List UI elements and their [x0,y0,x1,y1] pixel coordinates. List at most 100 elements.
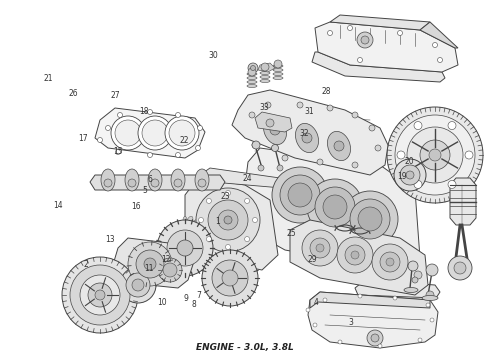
Circle shape [386,258,394,266]
Circle shape [347,26,352,31]
Circle shape [120,267,156,303]
Circle shape [282,155,288,161]
Circle shape [358,58,363,63]
Circle shape [174,179,182,187]
Circle shape [317,159,323,165]
Circle shape [375,145,381,151]
Ellipse shape [247,81,257,84]
Polygon shape [258,63,275,72]
Text: 31: 31 [305,107,315,116]
Circle shape [323,195,347,219]
Text: 1: 1 [216,217,220,226]
Circle shape [412,277,418,283]
Text: 30: 30 [208,51,218,60]
Circle shape [302,133,312,143]
Circle shape [218,210,238,230]
Circle shape [302,230,338,266]
Ellipse shape [212,234,218,241]
Circle shape [225,244,230,249]
Polygon shape [290,220,428,295]
Circle shape [274,60,282,68]
Circle shape [414,122,422,130]
Text: 2: 2 [83,260,88,269]
Ellipse shape [189,243,193,250]
Circle shape [307,179,363,235]
Circle shape [116,149,121,154]
Circle shape [266,119,274,127]
Text: 19: 19 [397,172,407,181]
Ellipse shape [260,68,270,71]
Circle shape [224,216,232,224]
Circle shape [371,334,379,342]
Circle shape [111,116,145,150]
Ellipse shape [273,64,283,68]
Circle shape [115,120,141,146]
Circle shape [245,237,249,242]
Circle shape [426,303,430,307]
Ellipse shape [236,256,240,264]
Polygon shape [112,238,195,288]
Circle shape [70,265,130,325]
Polygon shape [90,175,225,190]
Circle shape [357,32,373,48]
Circle shape [288,183,312,207]
Polygon shape [232,90,388,175]
Circle shape [98,138,102,143]
Circle shape [327,105,333,111]
Ellipse shape [404,288,418,292]
Text: 12: 12 [161,255,171,264]
Circle shape [372,244,408,280]
Circle shape [433,42,438,48]
Ellipse shape [422,296,438,301]
Text: 16: 16 [131,202,141,211]
Circle shape [261,63,269,71]
Circle shape [406,171,414,179]
Circle shape [380,252,400,272]
Text: 22: 22 [179,136,189,145]
Text: 18: 18 [139,107,148,116]
Ellipse shape [186,226,190,234]
Circle shape [147,153,152,158]
Circle shape [208,200,248,240]
Circle shape [397,151,405,159]
Circle shape [369,125,375,131]
Ellipse shape [101,169,115,191]
Circle shape [367,330,383,346]
Circle shape [197,126,202,130]
Ellipse shape [183,216,187,224]
Circle shape [88,283,112,307]
Text: 4: 4 [314,298,318,307]
Ellipse shape [185,223,189,230]
Ellipse shape [187,234,191,242]
Circle shape [306,308,310,312]
Circle shape [248,68,256,76]
Polygon shape [308,292,438,348]
Ellipse shape [235,253,239,260]
Circle shape [212,260,248,296]
Polygon shape [95,108,205,158]
Text: 7: 7 [196,291,201,300]
Text: 27: 27 [110,91,120,100]
Polygon shape [355,280,440,298]
Text: ENGINE - 3.0L, 3.8L: ENGINE - 3.0L, 3.8L [196,343,294,352]
Circle shape [310,238,330,258]
Circle shape [250,66,255,71]
Circle shape [252,217,258,222]
Ellipse shape [222,241,228,248]
Circle shape [352,112,358,118]
Ellipse shape [202,227,208,234]
Circle shape [95,290,105,300]
Circle shape [151,179,159,187]
Circle shape [420,140,450,170]
Circle shape [265,102,271,108]
Ellipse shape [273,77,283,80]
Circle shape [338,340,342,344]
Circle shape [165,116,199,150]
Circle shape [395,115,475,195]
Polygon shape [200,168,282,188]
Circle shape [400,165,420,185]
Text: 15: 15 [113,147,122,156]
Circle shape [249,112,255,118]
Text: 24: 24 [243,174,252,183]
Circle shape [198,179,206,187]
